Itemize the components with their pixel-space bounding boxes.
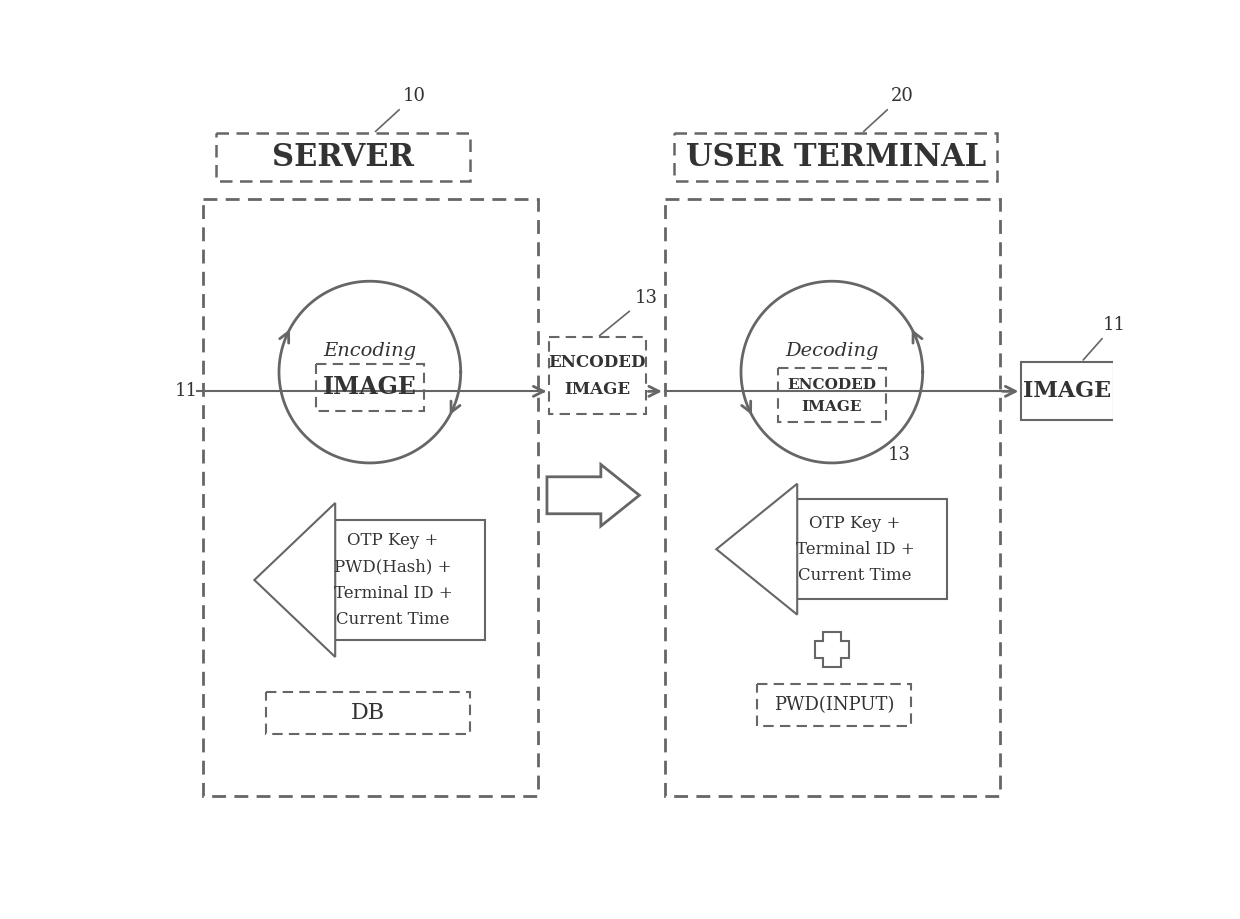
Text: Decoding: Decoding xyxy=(785,342,879,359)
Bar xyxy=(1022,362,1114,420)
Text: 10: 10 xyxy=(376,87,425,131)
Text: Encoding: Encoding xyxy=(324,342,417,359)
Polygon shape xyxy=(254,503,335,657)
Bar xyxy=(675,133,997,181)
Text: 11: 11 xyxy=(1084,316,1126,360)
Text: IMAGE: IMAGE xyxy=(801,400,862,414)
Bar xyxy=(797,499,947,599)
Text: ENCODED: ENCODED xyxy=(787,379,877,392)
Text: IMAGE: IMAGE xyxy=(564,381,630,398)
Bar xyxy=(665,199,999,796)
Polygon shape xyxy=(717,483,797,615)
Text: 13: 13 xyxy=(599,289,657,335)
Text: SERVER: SERVER xyxy=(272,142,414,173)
Polygon shape xyxy=(815,632,849,666)
Bar xyxy=(216,133,470,181)
Polygon shape xyxy=(547,464,640,526)
Bar xyxy=(316,364,424,411)
Text: USER TERMINAL: USER TERMINAL xyxy=(686,142,986,173)
Text: DB: DB xyxy=(351,702,384,724)
Bar xyxy=(335,520,485,640)
Text: ENCODED: ENCODED xyxy=(548,354,646,370)
Bar xyxy=(203,199,538,796)
Text: PWD(INPUT): PWD(INPUT) xyxy=(774,696,894,714)
Bar xyxy=(265,692,470,734)
Bar xyxy=(758,684,911,726)
Text: IMAGE: IMAGE xyxy=(322,376,417,400)
Text: OTP Key +
Terminal ID +
Current Time: OTP Key + Terminal ID + Current Time xyxy=(796,515,914,584)
Bar xyxy=(549,337,646,414)
Text: 11: 11 xyxy=(175,382,197,401)
Text: 20: 20 xyxy=(863,87,914,131)
Bar xyxy=(777,369,885,422)
Text: 13: 13 xyxy=(888,447,911,464)
Text: IMAGE: IMAGE xyxy=(1023,380,1111,402)
Text: OTP Key +
PWD(Hash) +
Terminal ID +
Current Time: OTP Key + PWD(Hash) + Terminal ID + Curr… xyxy=(334,532,453,628)
